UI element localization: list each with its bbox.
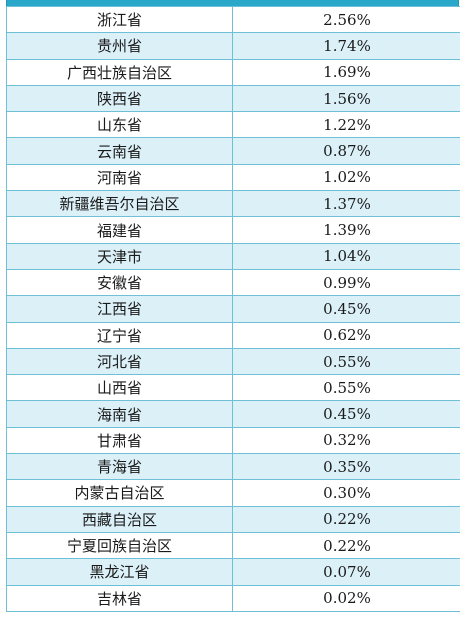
value-cell: 0.99% — [232, 268, 460, 297]
region-cell: 广西壮族自治区 — [6, 58, 233, 86]
table-row: 河北省 0.55% — [6, 347, 460, 376]
table-row: 甘肃省 0.32% — [6, 426, 460, 455]
value-cell: 2.56% — [232, 5, 460, 34]
table-row: 宁夏回族自治区 0.22% — [6, 531, 460, 560]
table-row: 海南省 0.45% — [6, 400, 460, 428]
table-row: 云南省 0.87% — [6, 137, 460, 165]
table-row: 陕西省 1.56% — [6, 84, 460, 113]
region-cell: 河北省 — [6, 347, 233, 376]
table-row: 广西壮族自治区 1.69% — [6, 58, 460, 86]
value-cell: 1.74% — [232, 32, 460, 60]
value-cell: 1.39% — [232, 216, 460, 244]
table-body: 浙江省 2.56% 贵州省 1.74% 广西壮族自治区 1.69% 陕西省 1.56% 山东省 1… — [6, 5, 460, 612]
value-cell: 0.07% — [232, 558, 460, 586]
table-row: 河南省 1.02% — [6, 163, 460, 192]
region-cell: 福建省 — [6, 216, 233, 244]
table-row: 新疆维吾尔自治区 1.37% — [6, 190, 460, 218]
region-cell: 山西省 — [6, 374, 233, 402]
value-cell: 0.30% — [232, 479, 460, 507]
region-cell: 海南省 — [6, 400, 233, 428]
table-row: 内蒙古自治区 0.30% — [6, 479, 460, 507]
region-cell: 河南省 — [6, 163, 233, 192]
region-cell: 安徽省 — [6, 268, 233, 297]
region-cell: 宁夏回族自治区 — [6, 531, 233, 560]
value-cell: 1.69% — [232, 58, 460, 86]
region-cell: 吉林省 — [6, 584, 233, 612]
table-row: 安徽省 0.99% — [6, 268, 460, 297]
table-row: 黑龙江省 0.07% — [6, 558, 460, 586]
table-header-row — [6, 0, 459, 6]
region-cell: 黑龙江省 — [6, 558, 233, 586]
region-cell: 青海省 — [6, 453, 233, 481]
region-cell: 浙江省 — [6, 5, 233, 34]
data-table-container: 浙江省 2.56% 贵州省 1.74% 广西壮族自治区 1.69% 陕西省 1.56% 山东省 1… — [6, 0, 460, 612]
value-cell: 0.45% — [232, 295, 460, 323]
region-cell: 辽宁省 — [6, 321, 233, 349]
value-cell: 0.35% — [232, 453, 460, 481]
region-cell: 江西省 — [6, 295, 233, 323]
value-cell: 0.02% — [232, 584, 460, 612]
region-cell: 贵州省 — [6, 32, 233, 60]
value-cell: 1.22% — [232, 111, 460, 139]
data-table: 浙江省 2.56% 贵州省 1.74% 广西壮族自治区 1.69% 陕西省 1.56% 山东省 1… — [6, 5, 460, 612]
value-cell: 1.56% — [232, 84, 460, 113]
region-cell: 陕西省 — [6, 84, 233, 113]
header-cell-region — [7, 0, 231, 6]
table-row: 辽宁省 0.62% — [6, 321, 460, 349]
region-cell: 山东省 — [6, 111, 233, 139]
region-cell: 新疆维吾尔自治区 — [6, 190, 233, 218]
region-cell: 云南省 — [6, 137, 233, 165]
table-row: 山东省 1.22% — [6, 111, 460, 139]
table-row: 青海省 0.35% — [6, 453, 460, 481]
value-cell: 0.22% — [232, 505, 460, 533]
value-cell: 1.04% — [232, 242, 460, 270]
table-row: 江西省 0.45% — [6, 295, 460, 323]
value-cell: 0.62% — [232, 321, 460, 349]
table-row: 浙江省 2.56% — [6, 5, 460, 34]
table-row: 山西省 0.55% — [6, 374, 460, 402]
value-cell: 1.37% — [232, 190, 460, 218]
table-row: 天津市 1.04% — [6, 242, 460, 270]
region-cell: 西藏自治区 — [6, 505, 233, 533]
table-row: 吉林省 0.02% — [6, 584, 460, 612]
region-cell: 天津市 — [6, 242, 233, 270]
value-cell: 0.32% — [232, 426, 460, 455]
table-row: 西藏自治区 0.22% — [6, 505, 460, 533]
table-row: 贵州省 1.74% — [6, 32, 460, 60]
header-cell-value — [231, 0, 458, 6]
region-cell: 内蒙古自治区 — [6, 479, 233, 507]
region-cell: 甘肃省 — [6, 426, 233, 455]
value-cell: 0.55% — [232, 374, 460, 402]
value-cell: 0.87% — [232, 137, 460, 165]
table-row: 福建省 1.39% — [6, 216, 460, 244]
value-cell: 0.55% — [232, 347, 460, 376]
value-cell: 0.22% — [232, 531, 460, 560]
value-cell: 1.02% — [232, 163, 460, 192]
value-cell: 0.45% — [232, 400, 460, 428]
